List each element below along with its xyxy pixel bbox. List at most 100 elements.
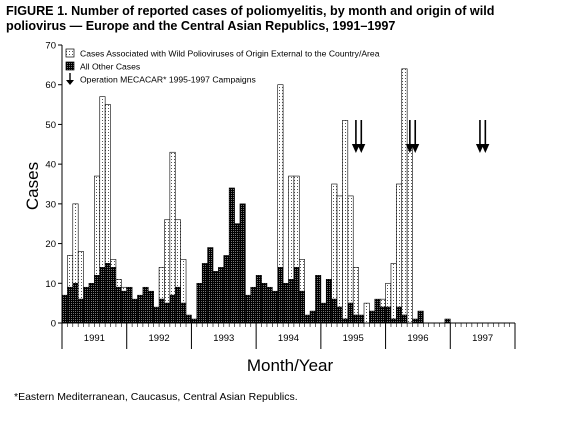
- bar-other: [401, 314, 408, 324]
- bar-other: [385, 306, 392, 324]
- legend-label: All Other Cases: [80, 62, 140, 72]
- bar-other: [255, 275, 262, 324]
- campaign-arrow-icon: [411, 144, 420, 153]
- bar-other: [288, 279, 295, 324]
- bar-external: [72, 203, 79, 284]
- year-label: 1995: [343, 333, 364, 344]
- bar-external: [406, 143, 413, 324]
- year-label: 1994: [278, 333, 299, 344]
- bar-other: [164, 302, 171, 324]
- bar-other: [185, 314, 192, 324]
- bar-other: [104, 263, 111, 324]
- legend-label: Cases Associated with Wild Polioviruses …: [80, 49, 380, 59]
- legend-arrow-head-icon: [66, 80, 74, 85]
- bar-external: [164, 219, 171, 304]
- campaign-arrow-icon: [475, 144, 484, 153]
- bar-other: [266, 286, 273, 324]
- bar-other: [315, 275, 322, 324]
- bar-external: [336, 195, 343, 308]
- campaign-arrow-icon: [357, 144, 366, 153]
- bar-external: [110, 259, 117, 268]
- y-tick-label: 20: [45, 239, 56, 250]
- bar-other: [115, 286, 122, 324]
- bar-other: [347, 302, 354, 324]
- bar-external: [121, 286, 128, 292]
- bar-external: [115, 279, 122, 288]
- bar-other: [304, 314, 311, 324]
- bar-external: [67, 255, 74, 288]
- year-label: 1996: [407, 333, 428, 344]
- bar-other: [374, 298, 381, 324]
- y-tick-label: 10: [45, 279, 56, 290]
- year-label: 1992: [149, 333, 170, 344]
- bar-other: [239, 203, 246, 324]
- bar-other: [142, 286, 149, 324]
- bar-other: [325, 279, 332, 324]
- bar-external: [331, 183, 338, 300]
- y-tick-label: 70: [45, 41, 56, 52]
- bar-other: [137, 294, 144, 324]
- bar-other: [309, 310, 316, 324]
- bar-other: [412, 318, 419, 324]
- year-label: 1997: [472, 333, 493, 344]
- bar-other: [72, 282, 79, 324]
- bar-other: [342, 318, 349, 324]
- footnote: *Eastern Mediterranean, Caucasus, Centra…: [14, 391, 298, 403]
- campaign-arrow-icon: [351, 144, 360, 153]
- bar-external: [298, 259, 305, 292]
- bar-external: [158, 267, 165, 300]
- bar-other: [174, 286, 181, 324]
- bar-external: [347, 195, 354, 304]
- bar-other: [131, 298, 138, 324]
- bar-other: [94, 275, 101, 324]
- figure-title-line-1: FIGURE 1. Number of reported cases of po…: [6, 4, 495, 18]
- bar-other: [228, 187, 235, 324]
- y-tick-label: 50: [45, 120, 56, 131]
- x-axis-label: Month/Year: [247, 356, 334, 375]
- bar-external: [352, 267, 359, 316]
- bar-other: [336, 306, 343, 324]
- bar-other: [121, 290, 128, 324]
- bar-external: [77, 251, 84, 300]
- bar-other: [88, 282, 95, 324]
- bar-external: [390, 263, 397, 320]
- bar-other: [169, 294, 176, 324]
- bar-other: [261, 282, 268, 324]
- bar-other: [158, 298, 165, 324]
- y-tick-label: 30: [45, 199, 56, 210]
- figure-title-line-2: poliovirus — Europe and the Central Asia…: [6, 19, 396, 33]
- bar-other: [396, 306, 403, 324]
- bar-other: [191, 318, 198, 324]
- bar-other: [245, 294, 252, 324]
- bar-other: [67, 286, 74, 324]
- y-tick-label: 0: [51, 319, 56, 330]
- year-label: 1991: [84, 333, 105, 344]
- legend-swatch-other: [65, 61, 75, 71]
- bar-external: [94, 175, 101, 276]
- bar-other: [417, 310, 424, 324]
- bar-other: [358, 314, 365, 324]
- bar-other: [390, 318, 397, 324]
- bar-external: [293, 175, 300, 268]
- bar-other: [320, 302, 327, 324]
- bar-external: [99, 96, 106, 268]
- bar-other: [331, 298, 338, 324]
- bar-external: [363, 302, 370, 324]
- bar-external: [401, 68, 408, 316]
- campaign-arrow-icon: [481, 144, 490, 153]
- bar-external: [342, 120, 349, 320]
- y-tick-label: 60: [45, 80, 56, 91]
- bar-other: [250, 286, 257, 324]
- bar-other: [147, 290, 154, 324]
- bar-external: [288, 175, 295, 280]
- bar-other: [61, 294, 68, 324]
- bar-external: [169, 151, 176, 296]
- y-tick-label: 40: [45, 160, 56, 171]
- legend-label: Operation MECACAR* 1995-1997 Campaigns: [80, 75, 256, 85]
- bar-other: [234, 223, 241, 324]
- bar-other: [110, 267, 117, 324]
- bar-external: [385, 282, 392, 308]
- bar-other: [153, 306, 160, 324]
- legend-swatch-external: [65, 48, 75, 58]
